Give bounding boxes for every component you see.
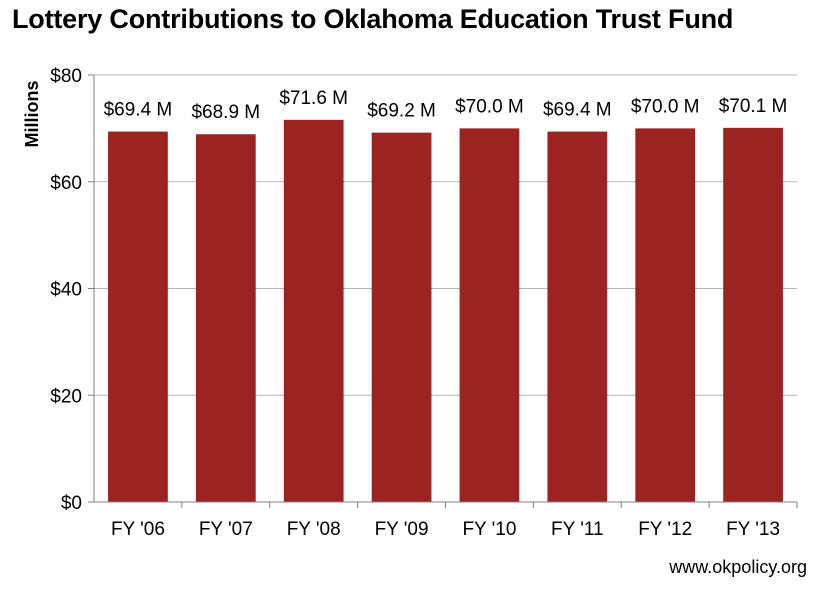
bar xyxy=(195,134,256,502)
y-tick-label: $60 xyxy=(50,173,82,194)
x-tick-label: FY '12 xyxy=(638,519,692,540)
y-tick-label: $0 xyxy=(61,493,82,514)
data-labels: $69.4 M $68.9 M $71.6 M $69.2 M $70.0 M $69.4… xyxy=(104,88,788,123)
x-tick-label: FY '10 xyxy=(462,519,516,540)
bar xyxy=(459,128,520,502)
data-label: $70.0 M xyxy=(631,96,700,117)
y-tick-label: $80 xyxy=(50,66,82,87)
x-axis-ticks: FY '06 FY '07 FY '08 FY '09 FY '10 FY '11 FY '… xyxy=(111,502,798,540)
data-label: $70.1 M xyxy=(719,96,788,117)
data-label: $70.0 M xyxy=(455,96,524,117)
y-axis-label: Millions xyxy=(22,81,42,148)
data-label: $69.4 M xyxy=(543,100,612,121)
x-tick-label: FY '13 xyxy=(726,519,780,540)
x-tick-label: FY '07 xyxy=(199,519,253,540)
data-label: $69.2 M xyxy=(367,101,436,122)
bars xyxy=(108,119,783,503)
data-label: $71.6 M xyxy=(279,88,348,109)
data-label: $69.4 M xyxy=(104,100,173,121)
y-tick-label: $40 xyxy=(50,280,82,301)
x-tick-label: FY '09 xyxy=(375,519,429,540)
bar xyxy=(283,119,344,503)
source-url: www.okpolicy.org xyxy=(669,557,807,577)
y-axis-ticks: $0 $20 $40 $60 $80 xyxy=(50,66,94,514)
bar xyxy=(635,128,696,502)
chart-title: Lottery Contributions to Oklahoma Educat… xyxy=(12,4,734,34)
bar xyxy=(108,131,168,502)
bar xyxy=(723,127,783,502)
data-label: $68.9 M xyxy=(191,102,260,123)
bar xyxy=(547,131,608,502)
x-tick-label: FY '06 xyxy=(111,519,165,540)
x-tick-label: FY '08 xyxy=(287,519,341,540)
bar xyxy=(371,132,432,502)
x-tick-label: FY '11 xyxy=(551,519,604,540)
y-tick-label: $20 xyxy=(50,386,82,407)
